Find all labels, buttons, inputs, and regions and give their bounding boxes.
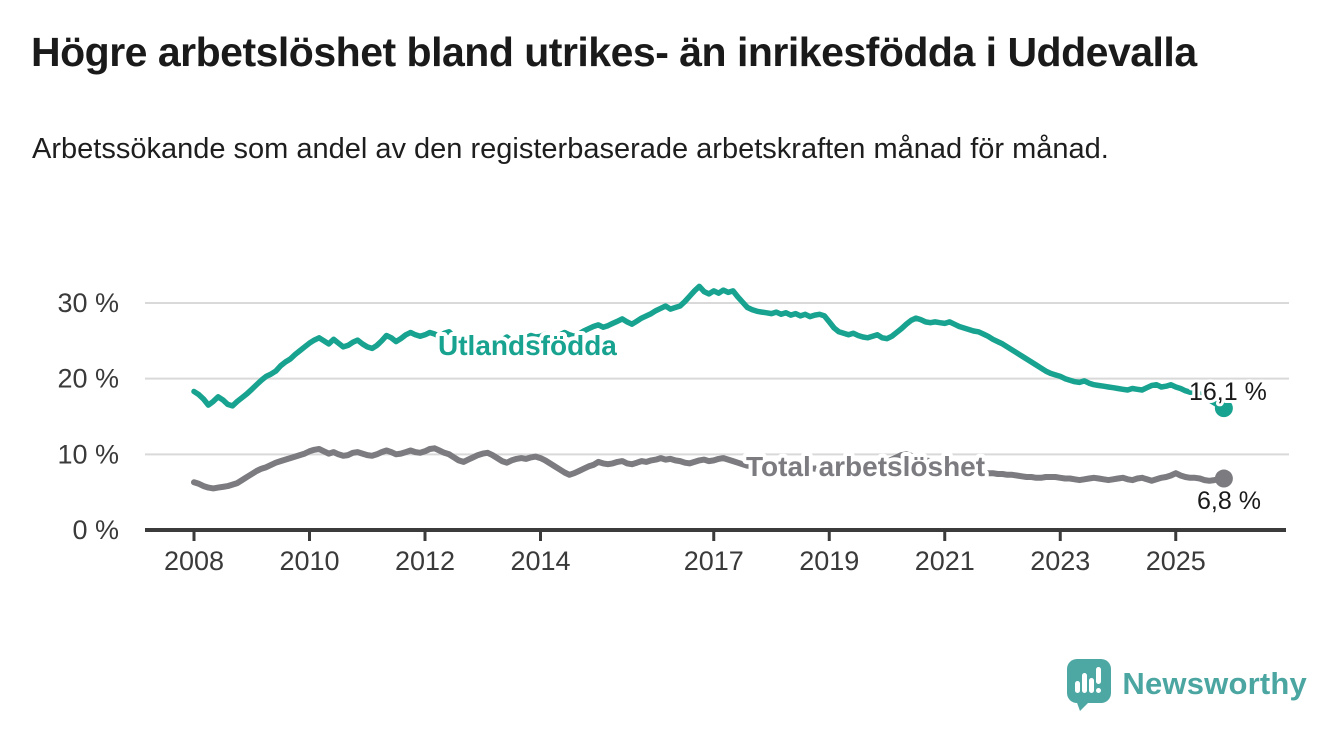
series-end-dot-total xyxy=(1214,469,1233,488)
logo-bar-tall xyxy=(1082,672,1088,693)
x-tick-label-2023: 2023 xyxy=(1030,546,1090,576)
x-tick-label-2021: 2021 xyxy=(915,546,975,576)
newsworthy-logo: Newsworthy xyxy=(1066,656,1307,712)
logo-bar-medium xyxy=(1089,677,1095,693)
series-label-total: Total arbetslöshet xyxy=(746,451,985,482)
series-end-dot-utlandsfodda xyxy=(1214,399,1233,418)
y-tick-label-10: 10 % xyxy=(57,439,119,469)
x-tick-label-2014: 2014 xyxy=(510,546,570,576)
end-value-label-utlandsfodda: 16,1 % xyxy=(1189,378,1267,406)
x-tick-label-2019: 2019 xyxy=(799,546,859,576)
logo-exclamation-dot xyxy=(1096,687,1102,693)
logo-bubble-tail xyxy=(1076,699,1092,711)
newsworthy-wordmark: Newsworthy xyxy=(1122,666,1307,701)
y-tick-label-20: 20 % xyxy=(57,364,119,394)
end-value-label-total: 6,8 % xyxy=(1197,487,1261,515)
page-title: Högre arbetslöshet bland utrikes- än inr… xyxy=(31,29,1197,75)
x-tick-label-2025: 2025 xyxy=(1146,546,1206,576)
x-tick-label-2010: 2010 xyxy=(279,546,339,576)
series-line-total xyxy=(191,445,1227,492)
x-tick-label-2017: 2017 xyxy=(684,546,744,576)
series-label-utlandsfodda: Utlandsfödda xyxy=(438,330,617,361)
series-line-utlandsfodda xyxy=(191,283,1227,411)
logo-bar-small xyxy=(1075,680,1081,693)
page-subtitle: Arbetssökande som andel av den registerb… xyxy=(32,133,1109,165)
x-tick-label-2008: 2008 xyxy=(164,546,224,576)
logo-exclamation-bar xyxy=(1096,666,1102,684)
y-tick-label-0: 0 % xyxy=(72,515,119,545)
x-tick-label-2012: 2012 xyxy=(395,546,455,576)
y-tick-label-30: 30 % xyxy=(57,288,119,318)
newsworthy-logo-icon xyxy=(1067,658,1112,711)
